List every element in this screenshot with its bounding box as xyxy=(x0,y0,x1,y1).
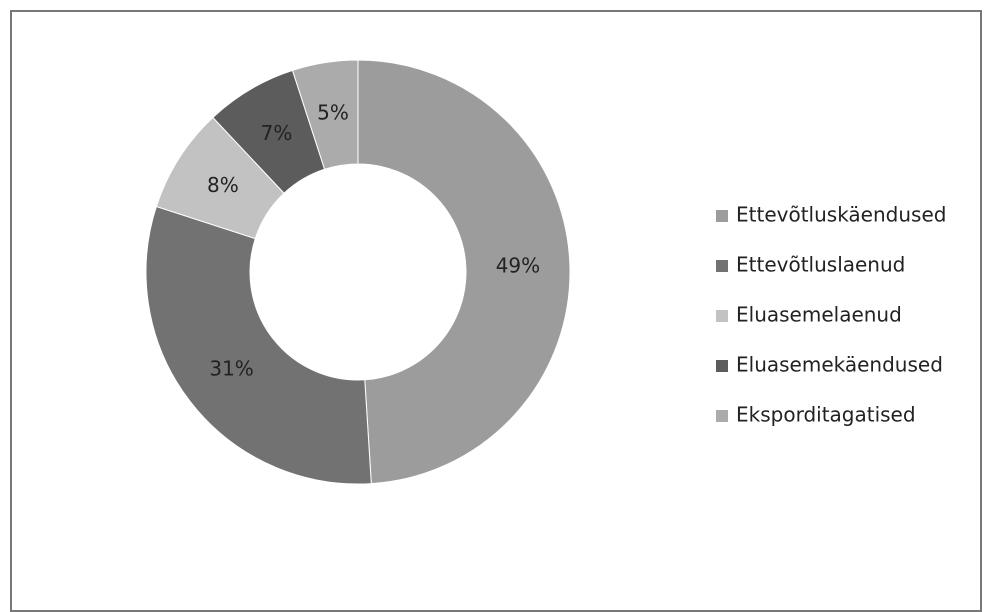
data-label: 49% xyxy=(496,253,540,277)
data-label: 8% xyxy=(207,173,239,197)
slice xyxy=(145,205,372,485)
slice xyxy=(291,59,359,170)
legend-swatch xyxy=(716,310,728,322)
data-label: 31% xyxy=(209,357,253,381)
data-label: 5% xyxy=(317,100,349,124)
data-label: 7% xyxy=(261,121,293,145)
legend-label: Ettevõtluskäendused xyxy=(736,203,946,227)
legend-swatch xyxy=(716,360,728,372)
legend-label: Ettevõtluslaenud xyxy=(736,253,905,277)
legend-swatch xyxy=(716,260,728,272)
legend-swatch xyxy=(716,410,728,422)
legend-swatch xyxy=(716,210,728,222)
legend-label: Eluasemekäendused xyxy=(736,353,943,377)
legend-label: Eksporditagatised xyxy=(736,403,916,427)
legend-label: Eluasemelaenud xyxy=(736,303,902,327)
slice xyxy=(357,59,571,485)
